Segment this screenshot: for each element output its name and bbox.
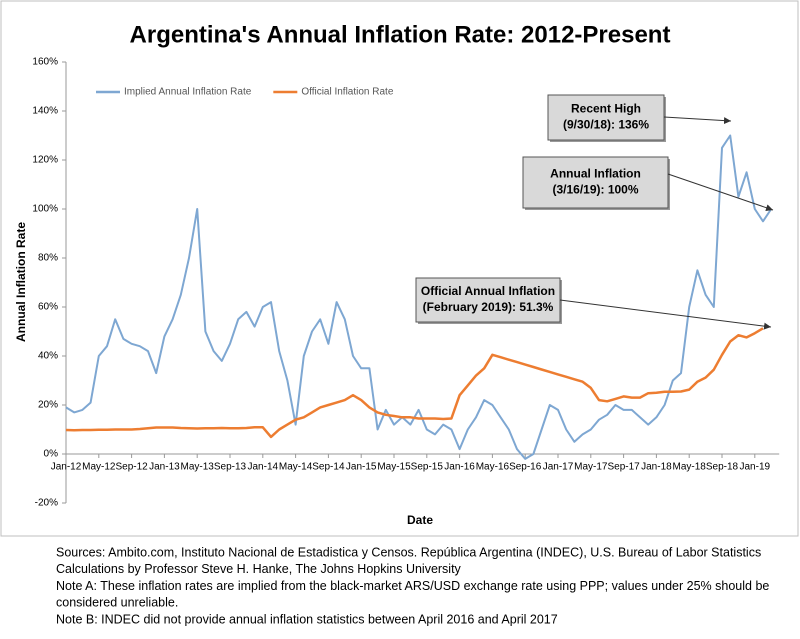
x-axis-title: Date xyxy=(407,513,433,527)
y-tick-label: 140% xyxy=(32,106,58,117)
annotation-arrow xyxy=(667,173,774,212)
x-tick-label: Jan-17 xyxy=(543,462,574,473)
x-tick-label: May-12 xyxy=(82,462,116,473)
x-tick-label: Jan-14 xyxy=(248,462,279,473)
x-tick-label: Jan-15 xyxy=(346,462,377,473)
source-note: considered unreliable. xyxy=(56,596,178,610)
x-tick-label: Jan-13 xyxy=(149,462,180,473)
x-tick-label: Sep-16 xyxy=(509,462,542,473)
x-tick-label: Jan-12 xyxy=(51,462,82,473)
legend-label: Implied Annual Inflation Rate xyxy=(124,87,252,98)
y-tick-label: 40% xyxy=(38,351,58,362)
y-tick-label: 160% xyxy=(32,57,58,68)
x-tick-label: May-15 xyxy=(377,462,411,473)
annotation-arrow xyxy=(663,116,732,125)
legend-label: Official Inflation Rate xyxy=(301,87,394,98)
y-tick-label: -20% xyxy=(35,498,58,509)
x-tick-label: Sep-14 xyxy=(312,462,345,473)
y-tick-label: 80% xyxy=(38,253,58,264)
source-note: Calculations by Professor Steve H. Hanke… xyxy=(56,562,462,576)
chart-title: Argentina's Annual Inflation Rate: 2012-… xyxy=(130,21,671,48)
x-tick-label: Jan-19 xyxy=(740,462,771,473)
x-tick-label: Sep-18 xyxy=(706,462,739,473)
annotation-text: (3/16/19): 100% xyxy=(552,183,638,197)
chart-border xyxy=(0,0,799,537)
y-tick-label: 0% xyxy=(44,449,59,460)
annotation-text: Official Annual Inflation xyxy=(421,284,555,298)
source-note: Sources: Ambito.com, Instituto Nacional … xyxy=(56,545,761,559)
series-line xyxy=(65,134,773,460)
annotation-box xyxy=(547,94,665,141)
y-tick-label: 60% xyxy=(38,302,58,313)
y-tick-label: 20% xyxy=(38,400,58,411)
annotation-text: Annual Inflation xyxy=(550,167,641,181)
annotation-text: (9/30/18): 136% xyxy=(563,118,649,132)
x-tick-label: Sep-13 xyxy=(214,462,247,473)
annotation-box xyxy=(522,156,669,209)
x-tick-label: May-18 xyxy=(673,462,707,473)
x-tick-label: Jan-18 xyxy=(641,462,672,473)
x-tick-label: Jan-16 xyxy=(444,462,475,473)
y-tick-label: 100% xyxy=(32,204,58,215)
source-note: Note B: INDEC did not provide annual inf… xyxy=(56,612,558,626)
x-tick-label: May-17 xyxy=(574,462,608,473)
source-note: Note A: These inflation rates are implie… xyxy=(56,579,769,593)
annotation-text: (February 2019): 51.3% xyxy=(423,300,554,314)
x-tick-label: May-13 xyxy=(181,462,215,473)
y-tick-label: 120% xyxy=(32,155,58,166)
annotation-text: Recent High xyxy=(571,102,641,116)
series-line xyxy=(65,327,764,439)
x-tick-label: Sep-12 xyxy=(115,462,148,473)
x-tick-label: Sep-17 xyxy=(607,462,640,473)
x-tick-label: Sep-15 xyxy=(411,462,444,473)
x-tick-label: May-16 xyxy=(476,462,510,473)
y-axis-title: Annual Inflation Rate xyxy=(14,222,28,342)
annotation-arrow xyxy=(559,299,772,330)
annotation-arrows xyxy=(559,116,774,330)
x-tick-label: May-14 xyxy=(279,462,313,473)
annotation-box xyxy=(415,277,561,323)
